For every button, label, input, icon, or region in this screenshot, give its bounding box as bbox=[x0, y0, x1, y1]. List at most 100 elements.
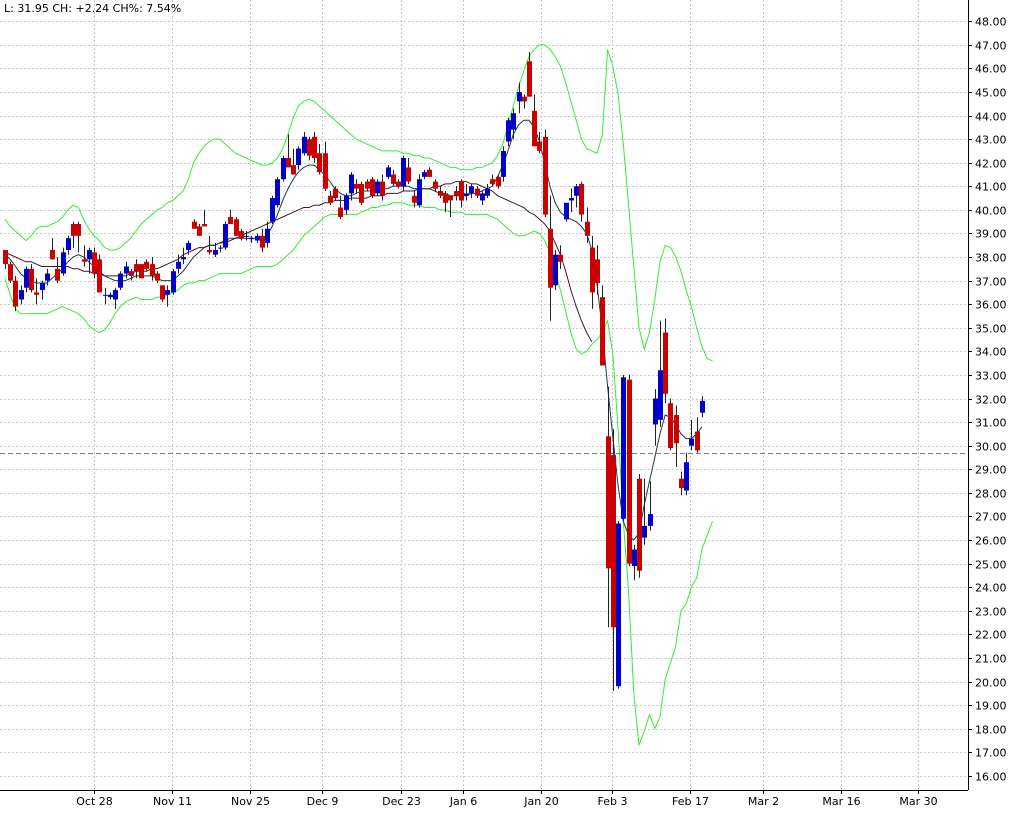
candle bbox=[475, 186, 480, 199]
y-tick-label: 36.00 bbox=[975, 299, 1007, 312]
candle-body bbox=[29, 268, 34, 291]
x-tick-label: Oct 28 bbox=[76, 795, 113, 808]
candle-body bbox=[244, 235, 249, 237]
y-tick-label: 42.00 bbox=[975, 158, 1007, 171]
candle bbox=[485, 183, 490, 199]
candle bbox=[13, 275, 18, 312]
candle bbox=[270, 195, 275, 225]
candle bbox=[108, 292, 113, 300]
y-tick-label: 19.00 bbox=[975, 700, 1007, 713]
candle bbox=[97, 254, 102, 293]
x-tick-label: Dec 9 bbox=[307, 795, 339, 808]
candle-body bbox=[66, 238, 71, 250]
candle bbox=[386, 165, 391, 180]
y-tick-label: 38.00 bbox=[975, 252, 1007, 265]
candle bbox=[668, 398, 673, 451]
candle bbox=[359, 181, 364, 206]
candle bbox=[186, 240, 191, 255]
candle bbox=[45, 268, 50, 286]
y-tick-label: 24.00 bbox=[975, 582, 1007, 595]
x-tick-label: Mar 30 bbox=[899, 795, 937, 808]
candle-body bbox=[590, 247, 595, 293]
candle-body bbox=[579, 183, 584, 215]
candle-body bbox=[139, 264, 144, 279]
candle bbox=[24, 266, 29, 293]
x-tick-label: Mar 2 bbox=[748, 795, 779, 808]
candle bbox=[165, 285, 170, 307]
candle-body bbox=[616, 523, 621, 687]
candle-body bbox=[443, 193, 448, 203]
candle bbox=[653, 389, 658, 446]
candle bbox=[3, 249, 8, 269]
candle bbox=[543, 129, 548, 217]
candle-body bbox=[50, 249, 55, 260]
candle-body bbox=[129, 271, 134, 276]
candle-body bbox=[19, 290, 24, 300]
candle-body bbox=[422, 172, 427, 177]
candle-body bbox=[668, 403, 673, 449]
candle bbox=[50, 238, 55, 260]
candle-body bbox=[511, 113, 516, 130]
candle bbox=[129, 268, 134, 281]
candle-body bbox=[433, 181, 438, 189]
candle-body bbox=[97, 259, 102, 293]
candle bbox=[637, 474, 642, 578]
candle-body bbox=[55, 268, 60, 281]
y-tick-label: 44.00 bbox=[975, 111, 1007, 124]
y-tick-label: 35.00 bbox=[975, 323, 1007, 336]
candle-body bbox=[255, 235, 260, 241]
candle-body bbox=[658, 370, 663, 420]
candle-body bbox=[496, 176, 501, 187]
candle-body bbox=[338, 207, 343, 217]
y-tick-label: 47.00 bbox=[975, 40, 1007, 53]
y-tick-label: 31.00 bbox=[975, 417, 1007, 430]
candle-body bbox=[564, 202, 569, 220]
candle-body bbox=[144, 261, 149, 269]
candle-body bbox=[412, 195, 417, 203]
candle-body bbox=[197, 226, 202, 236]
candle-body bbox=[558, 254, 563, 262]
candle bbox=[558, 245, 563, 269]
candle-body bbox=[611, 455, 616, 628]
candle-body bbox=[475, 188, 480, 196]
candle-body bbox=[490, 179, 495, 184]
price-info-readout: L: 31.95 CH: +2.24 CH%: 7.54% bbox=[4, 2, 182, 15]
candle bbox=[8, 261, 13, 283]
candle bbox=[365, 179, 370, 192]
candle-body bbox=[150, 264, 155, 276]
x-tick-label: Nov 25 bbox=[231, 795, 270, 808]
candle-body bbox=[553, 254, 558, 286]
candle bbox=[40, 280, 45, 300]
candle bbox=[632, 544, 637, 581]
candle bbox=[160, 285, 165, 302]
candle-body bbox=[108, 294, 113, 298]
candle bbox=[333, 186, 338, 201]
x-tick-label: Mar 16 bbox=[822, 795, 860, 808]
candle bbox=[391, 169, 396, 187]
candle bbox=[228, 209, 233, 225]
candle-body bbox=[171, 271, 176, 293]
y-tick-label: 26.00 bbox=[975, 535, 1007, 548]
candle-body bbox=[344, 195, 349, 210]
candle bbox=[648, 481, 653, 531]
candle-body bbox=[506, 120, 511, 142]
candle bbox=[621, 374, 626, 522]
candle bbox=[234, 216, 239, 236]
candle bbox=[496, 174, 501, 189]
y-tick-label: 21.00 bbox=[975, 653, 1007, 666]
candle bbox=[663, 318, 668, 404]
candle bbox=[380, 174, 385, 201]
candle-body bbox=[87, 249, 92, 260]
candle-body bbox=[296, 148, 301, 166]
candle-body bbox=[265, 228, 270, 243]
y-tick-label: 48.00 bbox=[975, 16, 1007, 29]
candle bbox=[202, 209, 207, 227]
candle-body bbox=[527, 61, 532, 97]
candle-body bbox=[548, 228, 553, 288]
candle-body bbox=[34, 292, 39, 295]
candle bbox=[255, 233, 260, 243]
candle-body bbox=[202, 224, 207, 227]
candle-body bbox=[380, 181, 385, 196]
average-slow-line bbox=[4, 181, 593, 343]
candle bbox=[139, 264, 144, 279]
